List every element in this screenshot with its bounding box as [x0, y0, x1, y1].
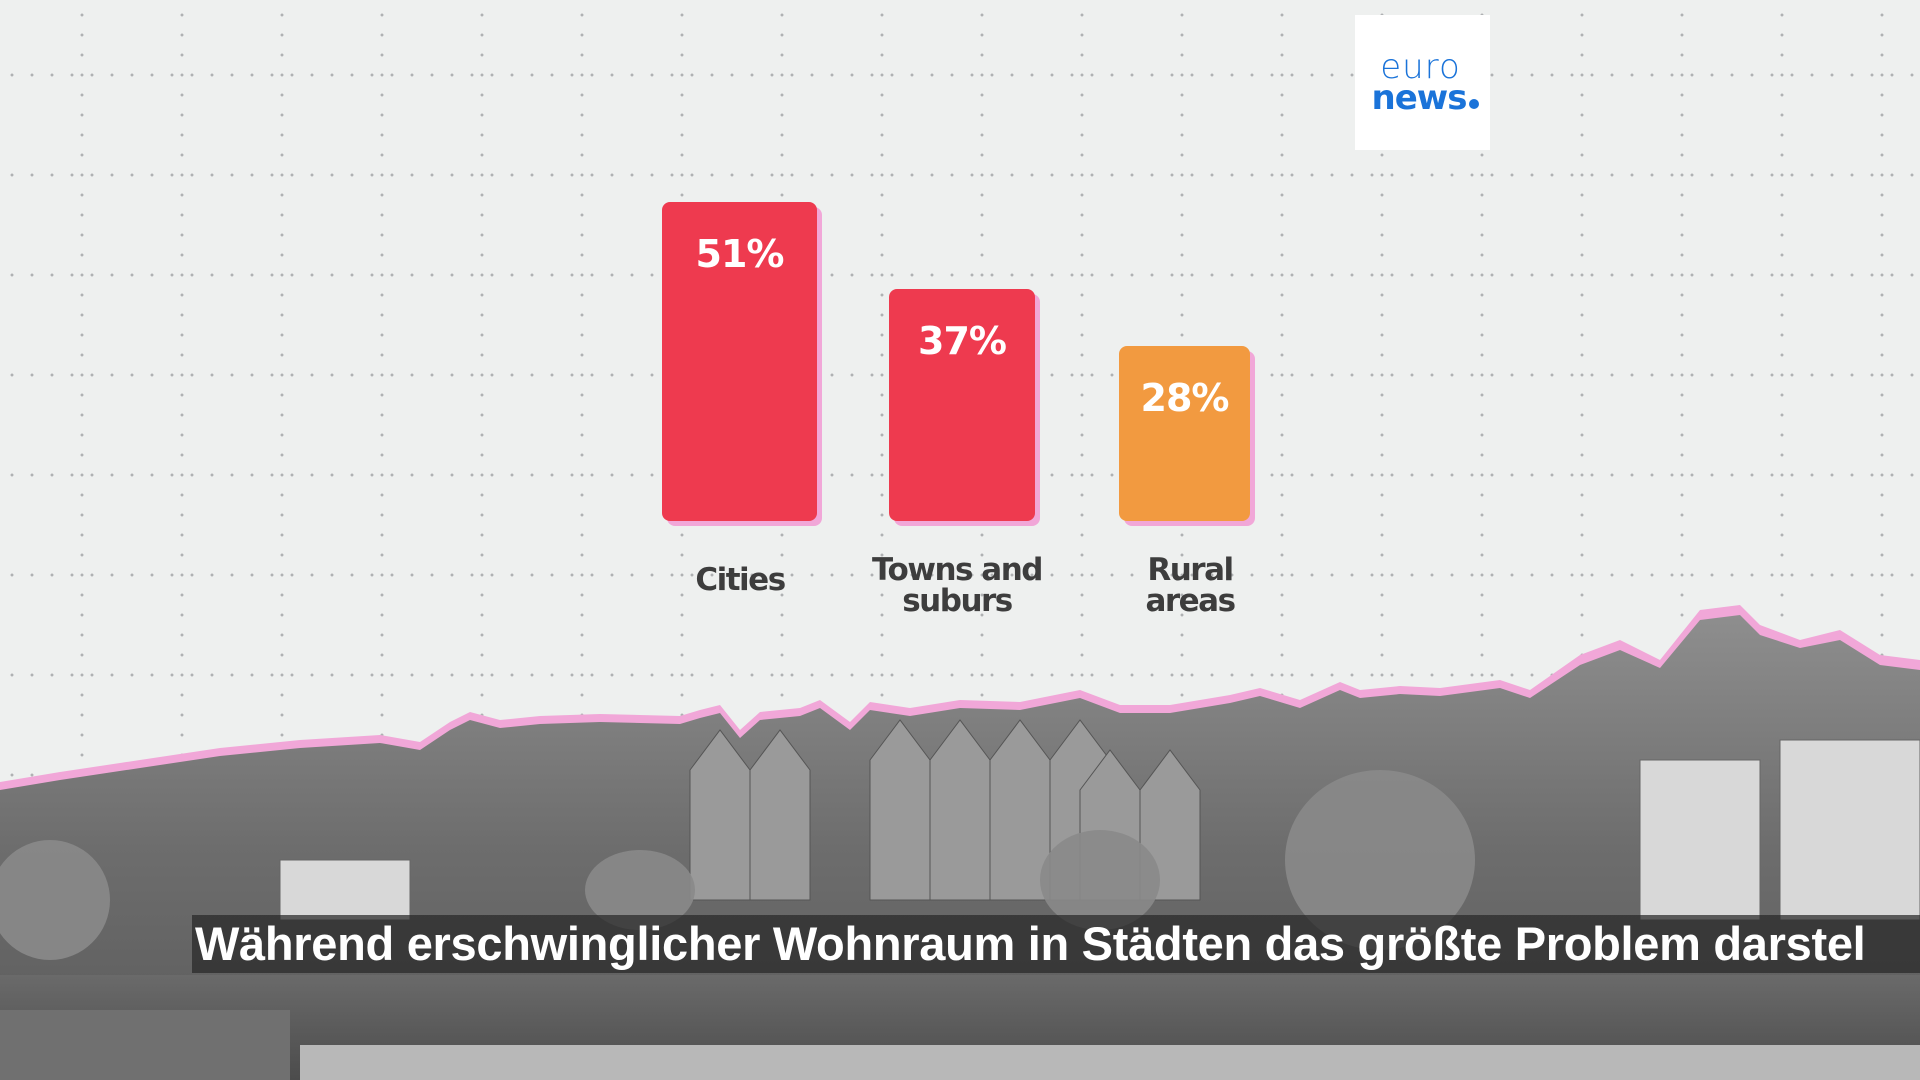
bar-rural-areas: 28%	[1119, 346, 1250, 521]
bar-towns-and-suburbs: 37%	[889, 289, 1035, 521]
subtitle-caption-box: Während erschwinglicher Wohnraum in Städ…	[192, 915, 1920, 973]
bar-cities: 51%	[662, 202, 817, 521]
bar-value-rural: 28%	[1140, 376, 1230, 420]
category-label-rural: Rural areas	[1145, 552, 1236, 619]
bar-value-towns: 37%	[918, 319, 1007, 363]
logo-dot-icon	[1469, 98, 1480, 109]
euronews-logo: euro news	[1355, 15, 1490, 150]
subtitle-text: Während erschwinglicher Wohnraum in Städ…	[195, 917, 1866, 970]
category-label-cities: Cities	[695, 562, 786, 598]
category-label-towns: Towns and suburs	[872, 552, 1043, 619]
logo-line-news: news	[1372, 81, 1480, 115]
logo-line-euro: euro	[1380, 46, 1461, 87]
bar-value-cities: 51%	[695, 232, 785, 276]
